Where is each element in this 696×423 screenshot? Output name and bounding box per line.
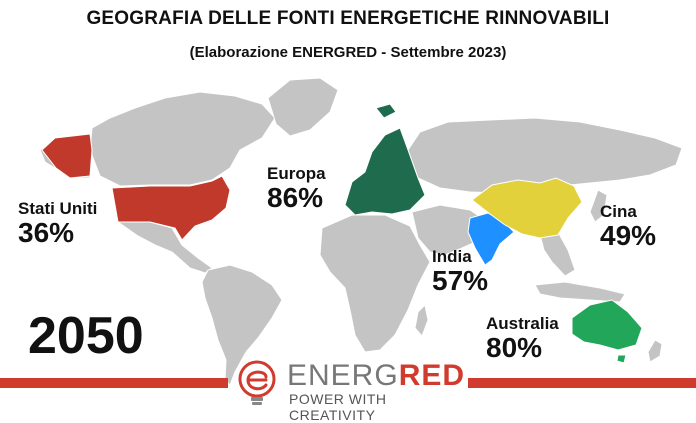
region-percent: 86% [267,182,324,213]
brand-part1: ENERG [287,359,399,392]
alaska-region [41,133,93,179]
southeast-asia-shape [539,231,576,277]
new-zealand-shape [647,339,663,363]
target-year: 2050 [28,307,144,365]
region-percent: 49% [600,220,657,251]
region-name: Europa [267,164,326,183]
region-name: India [432,247,472,266]
energred-logo: ENERGRED POWER WITH CREATIVITY [232,360,465,423]
australia-region [571,299,643,351]
middle-east-shape [411,204,486,256]
region-name: Stati Uniti [18,199,98,218]
region-name: Cina [600,202,637,221]
mexico-shape [116,221,213,274]
page-title: GEOGRAFIA DELLE FONTI ENERGETICHE RINNOV… [86,8,610,29]
iceland-region [375,103,397,119]
japan-shape [589,189,608,223]
label-europa: Europa 86% [267,165,326,212]
tasmania-region [616,354,627,364]
label-australia: Australia 80% [486,315,559,362]
region-percent: 36% [18,217,75,248]
accent-bar-left [0,378,228,388]
indonesia-shape [534,281,626,303]
europe-region [344,127,426,216]
africa-shape [319,214,431,353]
usa-region [111,175,231,241]
label-india: India 57% [432,248,488,295]
region-percent: 80% [486,332,543,363]
russia-shape [407,117,683,194]
brand-tagline: POWER WITH CREATIVITY [289,391,387,423]
label-cina: Cina 49% [600,203,656,250]
label-stati-uniti: Stati Uniti 36% [18,200,97,247]
region-percent: 57% [432,265,489,296]
page-subtitle: (Elaborazione ENERGRED - Settembre 2023) [189,44,507,61]
region-name: Australia [486,314,559,333]
brand-part2: RED [398,359,466,392]
greenland-shape [267,77,339,137]
south-america-shape [201,264,283,386]
lightbulb-e-icon [238,360,276,405]
china-region [471,177,583,239]
brand-name: ENERGRED [287,360,465,392]
canada-shape [89,91,276,187]
madagascar-shape [414,303,429,337]
accent-bar-right [468,378,696,388]
